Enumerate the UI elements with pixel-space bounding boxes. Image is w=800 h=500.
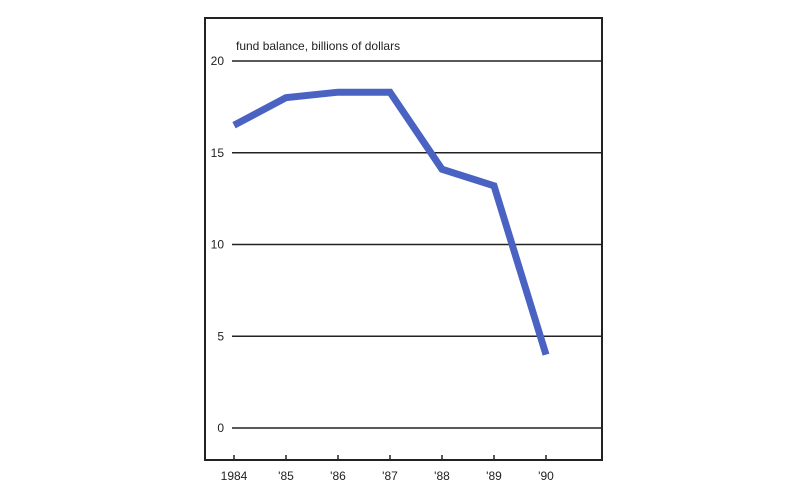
y-tick-label: 20	[211, 54, 225, 68]
x-tick-label: '90	[538, 469, 554, 483]
y-axis-label: fund balance, billions of dollars	[236, 39, 400, 53]
x-tick-label: '88	[434, 469, 450, 483]
x-tick-label: '87	[382, 469, 398, 483]
y-tick-label: 0	[217, 421, 224, 435]
x-tick-label: '89	[486, 469, 502, 483]
plot-frame	[204, 17, 603, 461]
series-lines	[232, 88, 550, 356]
x-tick-label: '85	[278, 469, 294, 483]
y-tick-label: 15	[211, 146, 225, 160]
y-tick-labels: 0 5 10 15 20	[211, 54, 225, 435]
x-ticks: 1984 '85 '86 '87 '88 '89 '90	[221, 455, 554, 483]
x-tick-label: 1984	[221, 469, 248, 483]
gridlines	[232, 60, 602, 429]
y-tick-label: 10	[211, 238, 225, 252]
fund-balance-line	[232, 88, 550, 356]
x-tick-label: '86	[330, 469, 346, 483]
y-tick-label: 5	[217, 329, 224, 343]
